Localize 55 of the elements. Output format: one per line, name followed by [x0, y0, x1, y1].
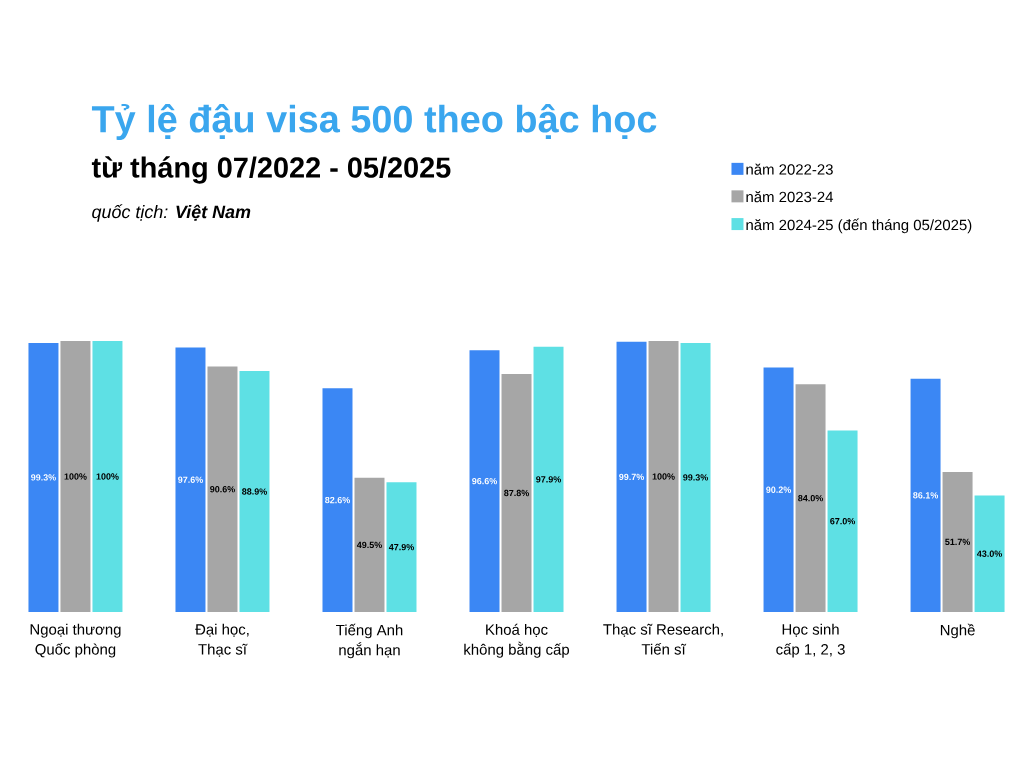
bar	[207, 366, 238, 612]
bar	[648, 340, 679, 612]
x-tick-label: Tiếng Anh ngắn hạn	[336, 623, 403, 659]
data-label: 43.0%	[976, 550, 1003, 557]
bar	[795, 384, 826, 612]
data-label: 90.6%	[210, 486, 235, 493]
x-tick-label: Nghề	[940, 623, 975, 639]
x-tick-label: Đại học, Thạc sĩ	[195, 623, 249, 657]
data-label: 99.3%	[31, 474, 56, 481]
data-label: 90.2%	[766, 486, 792, 493]
x-tick-label: Khoá học không bằng cấp	[464, 623, 570, 658]
x-tick-label: Thạc sĩ Research, Tiến sĩ	[603, 623, 723, 655]
bar	[386, 482, 417, 612]
data-label: 100%	[96, 473, 119, 480]
data-label: 67.0%	[830, 518, 856, 525]
bar	[469, 350, 500, 612]
data-label: 96.6%	[472, 477, 497, 485]
bar	[239, 371, 270, 612]
data-label: 100%	[64, 473, 87, 480]
x-tick-label: Ngoại thương Quốc phòng	[30, 623, 121, 658]
legend-label: năm 2023-24	[746, 191, 834, 203]
data-label: 99.3%	[683, 474, 708, 481]
data-label: 88.9%	[242, 488, 267, 495]
bar	[501, 374, 532, 612]
bar	[28, 342, 59, 612]
text: quốc tịch: Việt Nam	[92, 204, 251, 222]
bar	[354, 477, 385, 612]
chart-title: Tỷ lệ đậu visa 500 theo bậc học	[91, 103, 657, 141]
data-label: 51.7%	[945, 538, 971, 546]
data-label: 84.0%	[798, 494, 824, 502]
data-label: 97.9%	[536, 476, 561, 483]
bar	[533, 346, 564, 612]
data-label: 47.9%	[388, 543, 414, 551]
data-label: 86.1%	[913, 492, 939, 499]
bar	[763, 367, 794, 612]
bar	[680, 342, 711, 612]
legend-label: năm 2022-23	[746, 163, 833, 175]
x-tick-label: Học sinh cấp 1, 2, 3	[776, 623, 845, 658]
data-label: 49.5%	[356, 541, 382, 549]
data-label: 97.6%	[178, 476, 203, 483]
bar	[92, 340, 123, 612]
bar	[322, 388, 353, 612]
data-label: 82.6%	[325, 496, 350, 504]
bar	[175, 347, 206, 612]
chart-subtitle: từ tháng 07/2022 - 05/2025	[91, 156, 451, 184]
bar	[974, 495, 1005, 612]
bar	[942, 471, 973, 612]
data-label: 99.7%	[619, 473, 644, 481]
bar	[60, 340, 91, 612]
bar	[616, 341, 647, 612]
data-label: 87.8%	[504, 489, 529, 497]
legend-label: năm 2024-25 (đến tháng 05/2025)	[746, 218, 972, 234]
data-label: 100%	[652, 473, 675, 480]
bar	[827, 430, 858, 612]
bar	[910, 378, 941, 612]
